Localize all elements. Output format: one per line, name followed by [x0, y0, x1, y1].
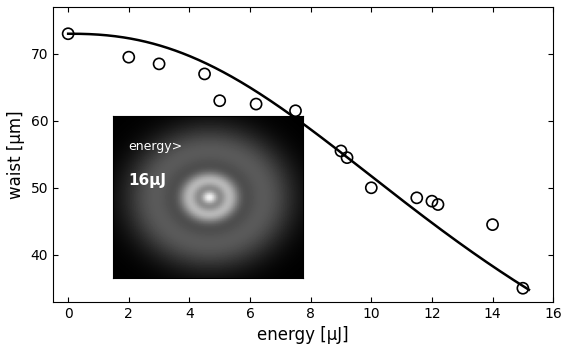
Point: [367, 185, 376, 191]
Point: [155, 61, 164, 67]
Point: [124, 54, 133, 60]
Point: [291, 108, 300, 114]
Y-axis label: waist [μm]: waist [μm]: [7, 110, 25, 199]
Point: [251, 101, 261, 107]
Point: [343, 155, 352, 160]
X-axis label: energy [μJ]: energy [μJ]: [257, 326, 349, 344]
Point: [412, 195, 421, 201]
Point: [336, 148, 345, 154]
Point: [518, 285, 527, 291]
Point: [200, 71, 209, 77]
Point: [434, 202, 443, 207]
Point: [488, 222, 497, 227]
Point: [64, 31, 73, 37]
Point: [427, 198, 436, 204]
Point: [215, 98, 224, 104]
